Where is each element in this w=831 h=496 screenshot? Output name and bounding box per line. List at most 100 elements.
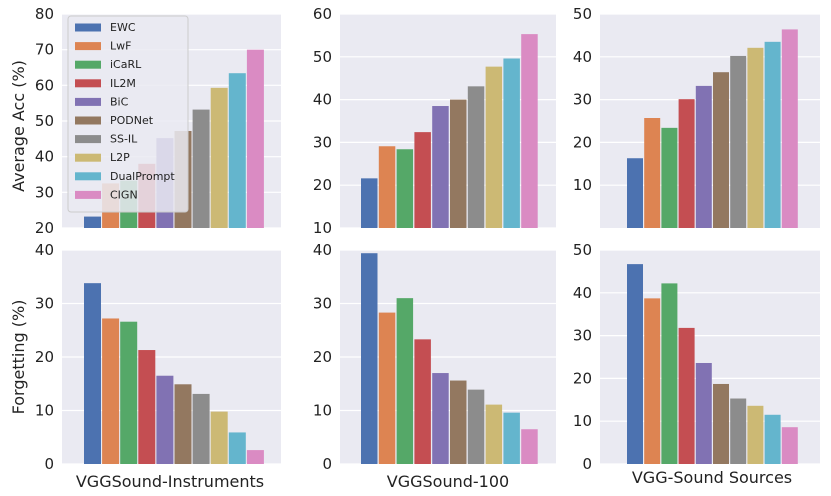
bar-cign xyxy=(781,29,798,228)
legend-swatch xyxy=(75,153,101,162)
bar-bic xyxy=(432,106,449,228)
bar-podnet xyxy=(450,99,467,228)
bar-dualprompt xyxy=(503,58,520,229)
y-tick-label: 20 xyxy=(573,369,592,387)
bar-cign xyxy=(246,450,264,464)
bar-podnet xyxy=(450,380,467,464)
bar-dualprompt xyxy=(764,41,781,228)
panel-r1-c1: 0 10 20 30 40 xyxy=(313,241,556,473)
panel-r0-c1: 10 20 30 40 50 60 xyxy=(313,5,556,237)
y-tick-label: 30 xyxy=(313,295,332,313)
bar-ewc xyxy=(627,158,643,228)
y-tick-label: 40 xyxy=(35,241,54,259)
y-tick-label: 10 xyxy=(573,176,592,194)
legend-swatch xyxy=(75,97,101,106)
bar-podnet xyxy=(713,72,729,228)
bar-il2m xyxy=(138,350,156,464)
bar-icarl xyxy=(120,321,138,464)
bar-bic xyxy=(695,85,712,229)
y-tick-label: 60 xyxy=(35,76,54,94)
bar-l2p xyxy=(747,405,764,464)
y-tick-label: 40 xyxy=(573,48,592,66)
bar-bic xyxy=(156,375,174,464)
bar-ss-il xyxy=(467,389,485,464)
legend-swatch xyxy=(75,42,101,51)
y-tick-label: 10 xyxy=(313,219,332,237)
bar-dualprompt xyxy=(228,432,246,464)
bar-l2p xyxy=(210,411,228,464)
bar-dualprompt xyxy=(764,414,781,464)
legend-swatch xyxy=(75,172,101,181)
bar-l2p xyxy=(210,87,228,228)
y-tick-label: 50 xyxy=(573,241,592,259)
col-label-vggsound100: VGGSound-100 xyxy=(387,472,509,491)
bar-l2p xyxy=(747,47,764,229)
bar-cign xyxy=(521,34,538,229)
bar-cign xyxy=(246,49,264,228)
bar-cign xyxy=(781,427,798,464)
y-tick-label: 0 xyxy=(44,455,54,473)
bar-ss-il xyxy=(192,109,210,228)
bar-ewc xyxy=(84,283,101,464)
legend-swatch xyxy=(75,23,101,32)
bar-ewc xyxy=(84,216,101,228)
bar-podnet xyxy=(174,384,192,464)
bar-podnet xyxy=(713,383,729,464)
legend-label: IL2M xyxy=(110,77,136,90)
legend-label: L2P xyxy=(110,151,130,164)
panel-r0-c2: 10 20 30 40 50 xyxy=(573,5,820,229)
bar-l2p xyxy=(485,404,503,464)
bar-dualprompt xyxy=(228,73,246,228)
bar-bic xyxy=(695,362,712,464)
y-tick-label: 80 xyxy=(35,5,54,23)
y-tick-label: 20 xyxy=(573,133,592,151)
bar-icarl xyxy=(396,298,414,464)
row-ylabel-acc: Average Acc (%) xyxy=(9,60,28,192)
bar-lwf xyxy=(378,146,396,228)
legend-label: PODNet xyxy=(110,114,154,127)
y-tick-label: 20 xyxy=(35,219,54,237)
y-tick-label: 0 xyxy=(582,455,592,473)
y-tick-label: 10 xyxy=(35,402,54,420)
legend-swatch xyxy=(75,190,101,199)
bar-lwf xyxy=(644,298,661,464)
bar-dualprompt xyxy=(503,412,520,464)
y-tick-label: 30 xyxy=(313,133,332,151)
col-label-instruments: VGGSound-Instruments xyxy=(76,472,264,491)
bar-il2m xyxy=(678,327,695,464)
bar-ewc xyxy=(361,178,378,228)
col-label-sources: VGG-Sound Sources xyxy=(632,468,792,487)
bar-ss-il xyxy=(467,86,485,228)
bar-ewc xyxy=(627,264,643,464)
bar-ss-il xyxy=(730,398,747,464)
bar-icarl xyxy=(661,283,678,464)
bar-il2m xyxy=(414,132,431,228)
y-tick-label: 30 xyxy=(35,295,54,313)
y-tick-label: 40 xyxy=(35,148,54,166)
bar-lwf xyxy=(644,118,661,228)
y-tick-label: 70 xyxy=(35,41,54,59)
bar-il2m xyxy=(414,339,431,464)
y-tick-label: 60 xyxy=(313,5,332,23)
y-tick-label: 20 xyxy=(313,348,332,366)
y-tick-label: 40 xyxy=(313,241,332,259)
bar-ss-il xyxy=(192,393,210,464)
bar-cign xyxy=(521,429,538,464)
legend-swatch xyxy=(75,135,101,144)
legend: EWC LwF iCaRL IL2M BiC PODNet SS-IL L2P DualProm… xyxy=(67,15,189,213)
legend-swatch xyxy=(75,60,101,69)
bar-il2m xyxy=(678,99,695,228)
y-tick-label: 30 xyxy=(35,183,54,201)
bar-bic xyxy=(432,373,449,464)
legend-label: iCaRL xyxy=(110,58,142,71)
panel-r1-c0: 0 10 20 30 40 xyxy=(35,241,281,473)
y-tick-label: 50 xyxy=(35,112,54,130)
bar-l2p xyxy=(485,66,503,228)
y-tick-label: 30 xyxy=(573,91,592,109)
bar-ewc xyxy=(361,253,378,464)
y-tick-label: 40 xyxy=(573,284,592,302)
legend-swatch xyxy=(75,79,101,88)
y-tick-label: 0 xyxy=(322,455,332,473)
bar-icarl xyxy=(396,149,414,228)
